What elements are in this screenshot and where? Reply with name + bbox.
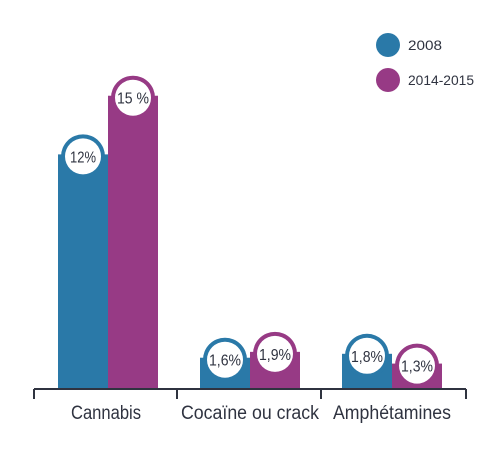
data-label-bubble <box>115 79 151 116</box>
data-label-bubble <box>399 347 435 384</box>
legend-swatch <box>376 33 400 57</box>
data-label: 1,8% <box>351 349 383 366</box>
bar-series1-0 <box>58 154 108 389</box>
data-label: 1,3% <box>401 359 433 376</box>
data-label: 12% <box>70 149 96 166</box>
bar-series2-0 <box>108 95 158 389</box>
data-label-bubble <box>207 341 243 378</box>
data-label-bubble <box>65 138 101 175</box>
legend-label: 2008 <box>408 37 442 53</box>
x-axis-tick-label: Amphétamines <box>333 403 451 424</box>
data-label-bubble <box>257 335 293 372</box>
x-axis-tick-labels: Cannabis Cocaïne ou crack Amphétamines <box>71 403 451 424</box>
data-label-bubble <box>349 337 385 374</box>
legend-swatch <box>376 68 400 92</box>
data-label: 1,9% <box>259 347 291 364</box>
x-axis-tick-label: Cannabis <box>71 403 141 424</box>
legend: 2008 2014-2015 <box>376 33 474 92</box>
data-label: 15 % <box>117 91 149 108</box>
legend-label: 2014-2015 <box>408 72 474 88</box>
data-label: 1,6% <box>209 353 241 370</box>
data-labels-layer: 12% 15 % 1,6% 1,9% 1,8% 1,3% <box>61 75 439 388</box>
x-axis-ticks <box>33 389 467 399</box>
x-axis-tick-label: Cocaïne ou crack <box>181 403 319 424</box>
